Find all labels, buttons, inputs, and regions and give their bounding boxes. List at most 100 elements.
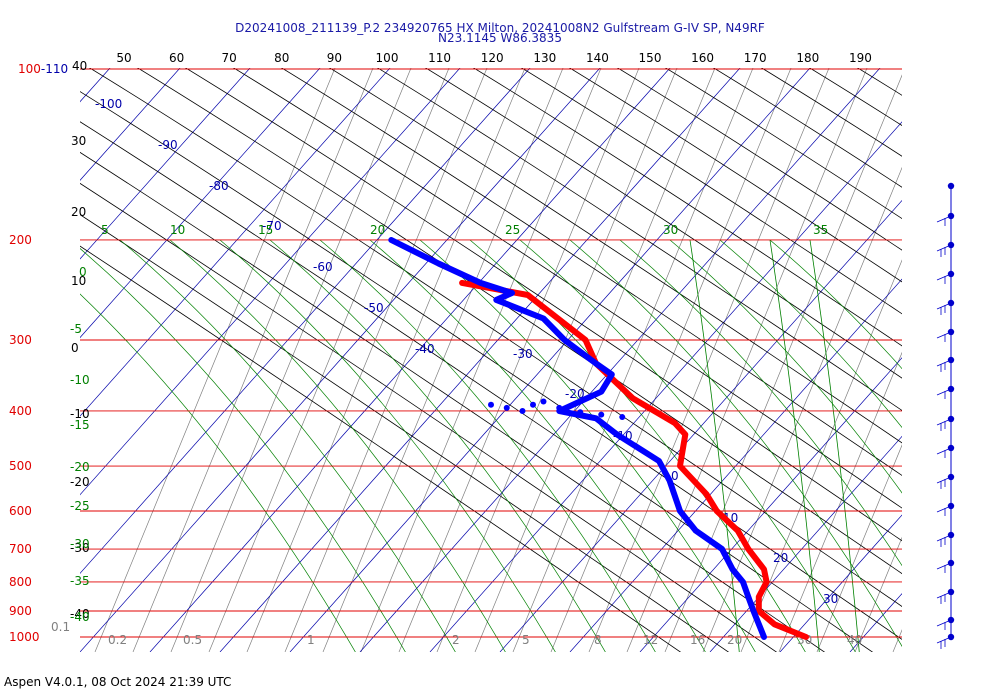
moist-label-left: -25 bbox=[70, 499, 90, 513]
dry-adiabat-line bbox=[80, 151, 826, 652]
isotherm-line bbox=[920, 68, 1000, 652]
moist-label-left: -15 bbox=[70, 418, 90, 432]
moist-label-top: 15 bbox=[258, 223, 273, 237]
pressure-label: 1000 bbox=[9, 630, 40, 644]
mixing-ratio-line bbox=[512, 68, 754, 652]
dry-adiabat-line bbox=[809, 68, 902, 127]
isotherm-line bbox=[990, 68, 1000, 652]
temperature-label: -30 bbox=[513, 347, 533, 361]
theta-label: 110 bbox=[428, 51, 451, 65]
mixing-ratio-line bbox=[360, 68, 602, 652]
wind-barb-flag bbox=[936, 636, 952, 644]
theta-label: 100 bbox=[376, 51, 399, 65]
isotherm-line bbox=[219, 68, 741, 652]
pressure-label: 400 bbox=[9, 404, 32, 418]
mixing-ratio-line bbox=[208, 68, 450, 652]
wind-barb-flag bbox=[936, 244, 952, 252]
isotherm-line bbox=[80, 68, 251, 260]
temperature-label: -70 bbox=[262, 219, 282, 233]
moist-adiabat-line bbox=[809, 239, 860, 652]
left-temperature-label: -40 bbox=[70, 607, 90, 621]
temperature-label: -20 bbox=[565, 387, 585, 401]
dry-adiabat-line bbox=[665, 68, 902, 220]
temperature-label: -80 bbox=[209, 179, 229, 193]
dry-adiabat-line bbox=[80, 245, 682, 652]
moist-adiabat-line bbox=[80, 248, 406, 652]
dewpoint-point bbox=[519, 407, 526, 414]
theta-label: 80 bbox=[274, 51, 289, 65]
temperature-label: -40 bbox=[415, 342, 435, 356]
isotherm-line bbox=[289, 68, 811, 652]
dry-adiabat-line bbox=[617, 68, 902, 251]
mixing-ratio-line bbox=[892, 629, 902, 652]
mixing-ratio-line bbox=[854, 536, 902, 652]
mixing-ratio-label: 12 bbox=[643, 633, 658, 647]
isotherm-line bbox=[80, 68, 111, 103]
left-temperature-label: -10 bbox=[70, 407, 90, 421]
mixing-ratio-line bbox=[436, 68, 678, 652]
isotherm-line bbox=[849, 593, 902, 652]
isotherm-line bbox=[149, 68, 671, 652]
moist-adiabat-line bbox=[319, 239, 656, 652]
theta-label: 140 bbox=[586, 51, 609, 65]
mixing-ratio-line bbox=[626, 68, 868, 652]
mixing-ratio-line bbox=[778, 351, 902, 652]
temperature-label: 0 bbox=[671, 469, 679, 483]
moist-adiabat-line bbox=[769, 239, 820, 652]
dewpoint-point bbox=[619, 414, 626, 421]
pressure-label: 800 bbox=[9, 575, 32, 589]
mixing-ratio-label: 16 bbox=[690, 633, 705, 647]
pressure-label: 600 bbox=[9, 504, 32, 518]
theta-label: 180 bbox=[796, 51, 819, 65]
mixing-ratio-label: 5 bbox=[522, 633, 530, 647]
dry-adiabat-line bbox=[233, 68, 902, 509]
mixing-ratio-line bbox=[398, 68, 640, 652]
isotherm-line bbox=[80, 68, 321, 339]
isotherm-line bbox=[359, 68, 881, 652]
theta-label: 90 bbox=[327, 51, 342, 65]
temperature-label: 20 bbox=[773, 551, 788, 565]
dry-adiabat-line bbox=[473, 68, 902, 347]
dry-adiabat-line bbox=[185, 68, 902, 542]
isotherm-line bbox=[709, 435, 902, 652]
isotherm-line bbox=[569, 278, 902, 652]
footer-version: Aspen V4.0.1, 08 Oct 2024 21:39 UTC bbox=[4, 675, 232, 689]
dewpoint-point bbox=[598, 411, 605, 418]
moist-adiabat-line bbox=[169, 239, 506, 652]
dry-adiabat-line bbox=[137, 68, 902, 575]
dewpoint-point bbox=[503, 404, 510, 411]
temperature-label: -90 bbox=[158, 138, 178, 152]
theta-label: 130 bbox=[533, 51, 556, 65]
isotherm-line bbox=[80, 68, 391, 417]
isotherm-line bbox=[429, 121, 902, 652]
wind-barb-flag bbox=[936, 562, 952, 570]
moist-label-left: -10 bbox=[70, 373, 90, 387]
temperature-label: -100 bbox=[95, 97, 122, 111]
left-temperature-label: 10 bbox=[71, 274, 86, 288]
wind-barb-flag bbox=[936, 273, 952, 281]
mixing-ratio-line bbox=[284, 68, 526, 652]
moist-label-top: 30 bbox=[663, 223, 678, 237]
left-temperature-label: -20 bbox=[70, 475, 90, 489]
wind-barb-flag bbox=[936, 359, 952, 367]
temperature-label: -60 bbox=[313, 260, 333, 274]
pressure-label: 200 bbox=[9, 233, 32, 247]
moist-label-top: 10 bbox=[170, 223, 185, 237]
wind-barb-flag bbox=[936, 447, 952, 455]
isotherm-line bbox=[499, 199, 902, 652]
mixing-ratio-label: 8 bbox=[594, 633, 602, 647]
left-temperature-label: 20 bbox=[71, 205, 86, 219]
pressure-label: 300 bbox=[9, 333, 32, 347]
mixing-ratio-line bbox=[94, 68, 336, 652]
dewpoint-point bbox=[577, 409, 584, 416]
wind-barb-flag bbox=[936, 476, 952, 484]
dry-adiabat-line bbox=[425, 68, 902, 379]
moist-adiabat-line bbox=[219, 239, 556, 652]
mixing-ratio-line bbox=[740, 259, 902, 652]
mixing-ratio-label: 1 bbox=[307, 633, 315, 647]
mixing-ratio-line bbox=[664, 74, 902, 652]
moist-adiabat-line bbox=[719, 239, 902, 429]
moist-adiabat-line bbox=[369, 239, 706, 652]
pressure-label: 500 bbox=[9, 459, 32, 473]
